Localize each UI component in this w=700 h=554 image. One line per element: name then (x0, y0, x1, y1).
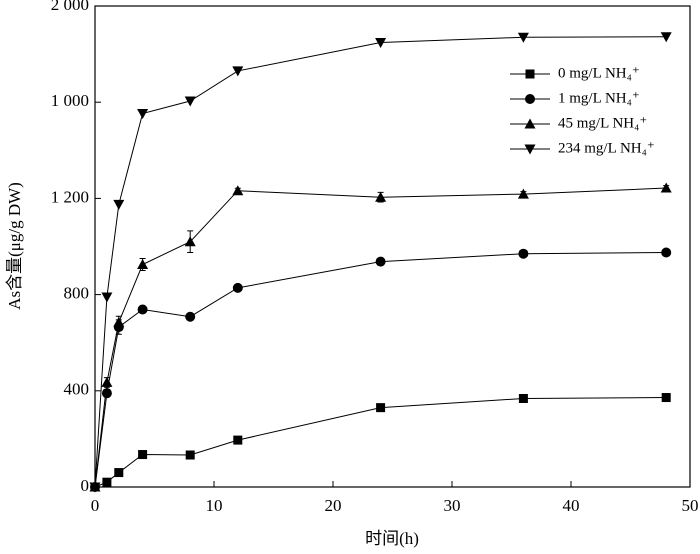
data-point (517, 32, 529, 43)
x-tick-label: 20 (325, 496, 342, 515)
legend-marker (524, 144, 536, 155)
data-point (232, 185, 244, 196)
data-point (101, 388, 112, 399)
data-point (185, 450, 195, 460)
x-tick-label: 30 (444, 496, 461, 515)
data-point (232, 282, 243, 293)
x-tick-label: 10 (206, 496, 223, 515)
legend-label: 45 mg/L NH₄⁺ (558, 115, 647, 131)
data-point (102, 477, 112, 487)
x-tick-label: 40 (563, 496, 580, 515)
data-point (184, 96, 196, 107)
y-axis-label: As含量(μg/g DW) (5, 182, 24, 310)
data-point (101, 376, 113, 387)
data-point (375, 38, 387, 49)
y-tick-label: 800 (64, 284, 90, 303)
data-point (376, 403, 386, 413)
data-point (114, 468, 124, 478)
data-point (518, 393, 528, 403)
legend-label: 234 mg/L NH₄⁺ (558, 140, 655, 156)
y-tick-label: 400 (64, 380, 90, 399)
data-point (113, 199, 125, 210)
data-point (660, 182, 672, 193)
data-point (517, 188, 529, 199)
data-point (184, 236, 196, 247)
legend-marker (525, 94, 535, 104)
plot-frame (94, 5, 691, 488)
y-tick-label: 1 200 (51, 187, 89, 206)
legend-label: 1 mg/L NH₄⁺ (558, 90, 640, 106)
data-point (518, 248, 529, 259)
data-point (101, 292, 113, 303)
data-point (137, 109, 149, 120)
data-point (661, 247, 672, 258)
data-point (375, 256, 386, 267)
data-point (138, 450, 148, 460)
x-tick-label: 50 (682, 496, 699, 515)
data-point (660, 32, 672, 43)
data-point (89, 482, 101, 493)
x-axis-label: 时间(h) (365, 529, 419, 548)
data-point (185, 311, 196, 322)
data-point (137, 259, 149, 270)
y-tick-label: 0 (81, 476, 90, 495)
series-line (94, 252, 667, 488)
y-tick-label: 1 000 (51, 91, 89, 110)
data-point (661, 393, 671, 403)
y-tick-label: 2 000 (51, 0, 89, 14)
data-point (232, 66, 244, 77)
data-point (137, 304, 148, 315)
data-point (113, 316, 125, 327)
legend-marker (524, 118, 536, 129)
series-line (94, 187, 667, 488)
x-tick-label: 0 (91, 496, 100, 515)
data-point (233, 435, 243, 445)
legend-label: 0 mg/L NH₄⁺ (558, 65, 640, 81)
data-point (375, 191, 387, 202)
legend-marker (525, 69, 535, 79)
